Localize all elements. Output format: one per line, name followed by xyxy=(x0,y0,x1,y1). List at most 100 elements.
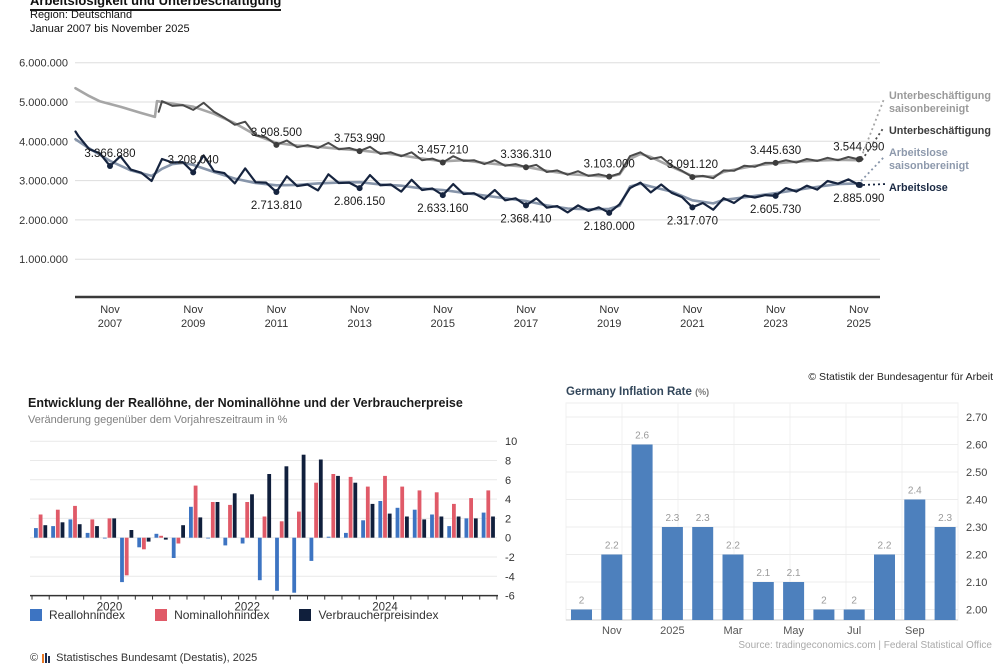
wage-chart-title: Entwicklung der Reallöhne, der Nominallö… xyxy=(28,396,463,410)
chart-text: 2024 xyxy=(372,602,398,614)
chart-text: 2 xyxy=(505,513,511,525)
legend-item-arbeitslose-saisonbereinigt: Arbeitslose saisonbereinigt xyxy=(889,147,969,172)
chart-text: Sep xyxy=(905,625,925,637)
chart-text: 3.000.000 xyxy=(19,176,68,188)
inflation-chart-title: Germany Inflation Rate (%) xyxy=(566,386,709,398)
chart-text: 1.000.000 xyxy=(19,254,68,266)
data-point-dot xyxy=(107,163,113,170)
bar-nominallohnindex xyxy=(124,537,129,576)
chart-text: Nov xyxy=(100,304,120,316)
bar-reallohnindex xyxy=(395,507,400,538)
bar-verbraucherpreisindex xyxy=(353,482,358,538)
inflation-bar xyxy=(874,554,895,620)
chart-text: 2.3 xyxy=(665,513,679,524)
bar-nominallohnindex xyxy=(331,474,336,538)
chart-text: -6 xyxy=(505,591,515,603)
bar-nominallohnindex xyxy=(417,490,422,538)
inflation-bar xyxy=(813,609,835,620)
chart-text: 2025 xyxy=(660,625,684,637)
data-point-dot xyxy=(606,173,613,180)
bar-reallohnindex xyxy=(68,519,73,538)
bar-verbraucherpreisindex xyxy=(405,516,409,538)
chart-text: 2.1 xyxy=(787,568,801,579)
bar-nominallohnindex xyxy=(452,503,456,538)
bar-reallohnindex xyxy=(326,536,331,538)
bar-nominallohnindex xyxy=(348,476,353,538)
inflation-bar xyxy=(934,527,956,620)
bar-nominallohnindex xyxy=(55,509,60,538)
chart-text: 6.000.000 xyxy=(19,58,68,70)
chart-text: 2.633.160 xyxy=(417,203,468,215)
data-point-dot xyxy=(356,148,363,155)
bar-verbraucherpreisindex xyxy=(387,513,392,538)
chart-text: 2.806.150 xyxy=(334,196,385,208)
bar-nominallohnindex xyxy=(142,537,146,550)
bar-reallohnindex xyxy=(137,537,142,548)
bar-reallohnindex xyxy=(412,509,417,538)
chart-text: 2013 xyxy=(347,318,371,330)
chart-text: 2.3 xyxy=(696,513,710,524)
chart-text: Nov xyxy=(683,304,703,316)
data-point-dot xyxy=(523,202,529,209)
chart-text: 2 xyxy=(821,596,827,607)
bar-reallohnindex xyxy=(34,528,38,538)
chart-text: 8 xyxy=(505,456,511,468)
chart-text: 2.1 xyxy=(756,568,770,579)
bar-nominallohnindex xyxy=(383,475,387,538)
bar-nominallohnindex xyxy=(486,490,491,538)
reallohnindex-swatch xyxy=(30,609,42,621)
chart-text: 6 xyxy=(505,475,511,487)
verbraucherpreisindex-swatch xyxy=(299,609,312,621)
bar-reallohnindex xyxy=(85,532,90,538)
legend-item-reallohnindex: Reallohnindex xyxy=(30,608,125,622)
bar-verbraucherpreisindex xyxy=(318,459,323,538)
bar-verbraucherpreisindex xyxy=(301,454,306,538)
chart-text: 2020 xyxy=(97,602,123,614)
bar-verbraucherpreisindex xyxy=(77,524,82,538)
bar-reallohnindex xyxy=(51,526,55,538)
nominallohnindex-swatch xyxy=(155,609,168,621)
bar-reallohnindex xyxy=(430,514,434,538)
chart-text: Nov xyxy=(849,304,869,316)
chart-text: Mar xyxy=(724,625,743,637)
bar-nominallohnindex xyxy=(176,537,181,544)
chart-text: 2.2 xyxy=(605,541,619,552)
nominallohnindex-label: Nominallohnindex xyxy=(174,608,270,622)
bar-nominallohnindex xyxy=(434,492,439,538)
chart-text: 2.368.410 xyxy=(500,213,551,225)
bar-verbraucherpreisindex xyxy=(267,474,272,538)
chart-text: 3.445.630 xyxy=(750,145,801,157)
bar-reallohnindex xyxy=(344,532,348,538)
chart-text: 4 xyxy=(505,494,511,506)
chart-text: 2.2 xyxy=(726,541,740,552)
bar-nominallohnindex xyxy=(159,535,163,538)
wage-chart-legend: Reallohnindex Nominallohnindex Verbrauch… xyxy=(30,608,469,622)
bar-verbraucherpreisindex xyxy=(491,516,495,538)
chart-text: 3.208.040 xyxy=(168,154,219,166)
chart-text: 3.544.090 xyxy=(833,141,884,153)
chart-text: 2.2 xyxy=(878,541,892,552)
bar-nominallohnindex xyxy=(400,486,405,538)
chart-text: Nov xyxy=(183,304,203,316)
bar-reallohnindex xyxy=(361,520,365,538)
series-line-3 xyxy=(74,130,860,214)
bar-reallohnindex xyxy=(223,537,228,546)
data-point-dot xyxy=(273,141,280,148)
inflation-bar xyxy=(571,609,592,620)
chart-text: Nov xyxy=(602,625,622,637)
chart-text: 2.20 xyxy=(966,550,987,562)
bar-reallohnindex xyxy=(378,501,383,538)
line-end-dot xyxy=(857,156,863,162)
chart-text: 2011 xyxy=(265,318,289,330)
inflation-source: Source: tradingeconomics.com | Federal S… xyxy=(738,640,992,651)
bar-nominallohnindex xyxy=(297,511,301,538)
chart-text: 3.091.120 xyxy=(667,159,718,171)
chart-text: 2.50 xyxy=(966,467,987,479)
chart-text: 2.6 xyxy=(635,431,649,442)
bar-verbraucherpreisindex xyxy=(456,516,461,538)
inflation-title-text: Germany Inflation Rate xyxy=(566,386,692,398)
line-chart-region: Region: Deutschland xyxy=(30,9,133,21)
bar-nominallohnindex xyxy=(365,486,370,538)
